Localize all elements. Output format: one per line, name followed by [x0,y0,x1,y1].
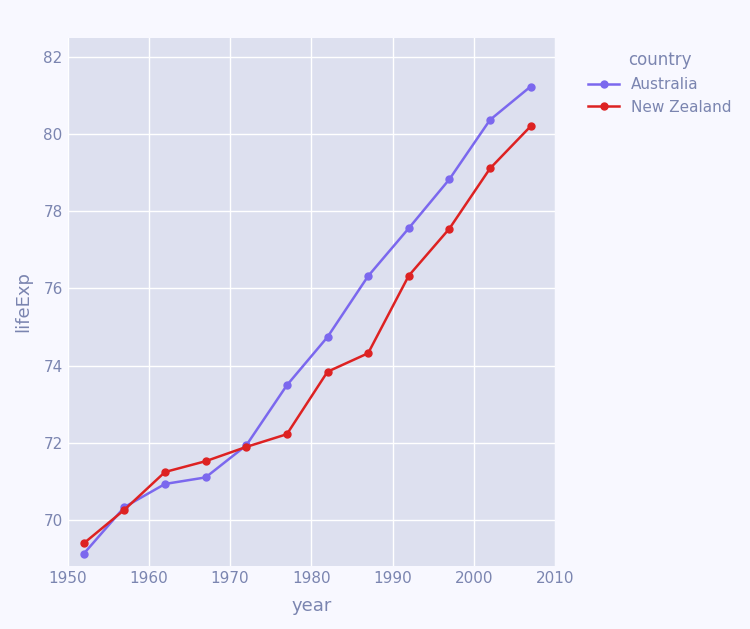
New Zealand [364,350,373,357]
Legend: Australia, New Zealand: Australia, New Zealand [582,45,738,121]
Y-axis label: lifeExp: lifeExp [14,272,32,332]
New Zealand [404,272,413,279]
New Zealand [445,225,454,233]
Australia [404,225,413,232]
Australia [242,442,250,449]
X-axis label: year: year [291,597,332,615]
New Zealand [242,443,250,451]
Australia [323,333,332,341]
Australia [80,550,88,557]
Australia [364,272,373,280]
Line: Australia: Australia [80,83,534,557]
Australia [526,83,536,91]
New Zealand [160,468,170,476]
New Zealand [282,430,291,438]
New Zealand [526,123,536,130]
New Zealand [323,368,332,376]
New Zealand [485,165,494,172]
Australia [485,116,494,124]
Australia [445,175,454,183]
Australia [201,474,210,481]
Line: New Zealand: New Zealand [80,123,534,547]
New Zealand [120,506,129,513]
New Zealand [201,457,210,465]
Australia [120,503,129,511]
Australia [282,381,291,389]
Australia [160,480,170,487]
New Zealand [80,540,88,547]
